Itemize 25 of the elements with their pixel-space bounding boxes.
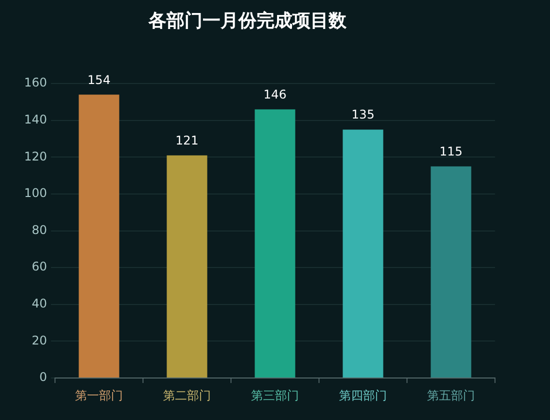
y-tick-label: 60 [32,260,47,274]
bar [78,94,120,378]
y-tick-label: 100 [24,186,47,200]
bar [166,155,208,378]
data-label: 135 [352,108,374,122]
x-tick-label: 第三部门 [251,388,299,402]
x-tick-label: 第五部门 [427,388,475,402]
data-label: 146 [264,87,286,102]
bar [430,166,472,378]
y-tick-label: 160 [24,76,47,90]
bar [342,130,384,378]
x-tick-label: 第一部门 [75,388,123,402]
bar [254,109,296,378]
y-tick-label: 40 [32,296,47,311]
data-label: 154 [88,72,110,87]
y-tick-label: 120 [24,149,47,164]
x-tick-label: 第二部门 [163,388,211,402]
chart-title: 各部门一月份完成项目数 [148,10,348,32]
x-tick-label: 第四部门 [339,388,387,402]
y-tick-label: 80 [32,222,47,237]
y-tick-label: 0 [39,370,47,384]
data-label: 121 [176,133,198,148]
y-tick-label: 140 [24,112,47,127]
y-tick-label: 20 [32,333,47,348]
data-label: 115 [440,144,462,159]
